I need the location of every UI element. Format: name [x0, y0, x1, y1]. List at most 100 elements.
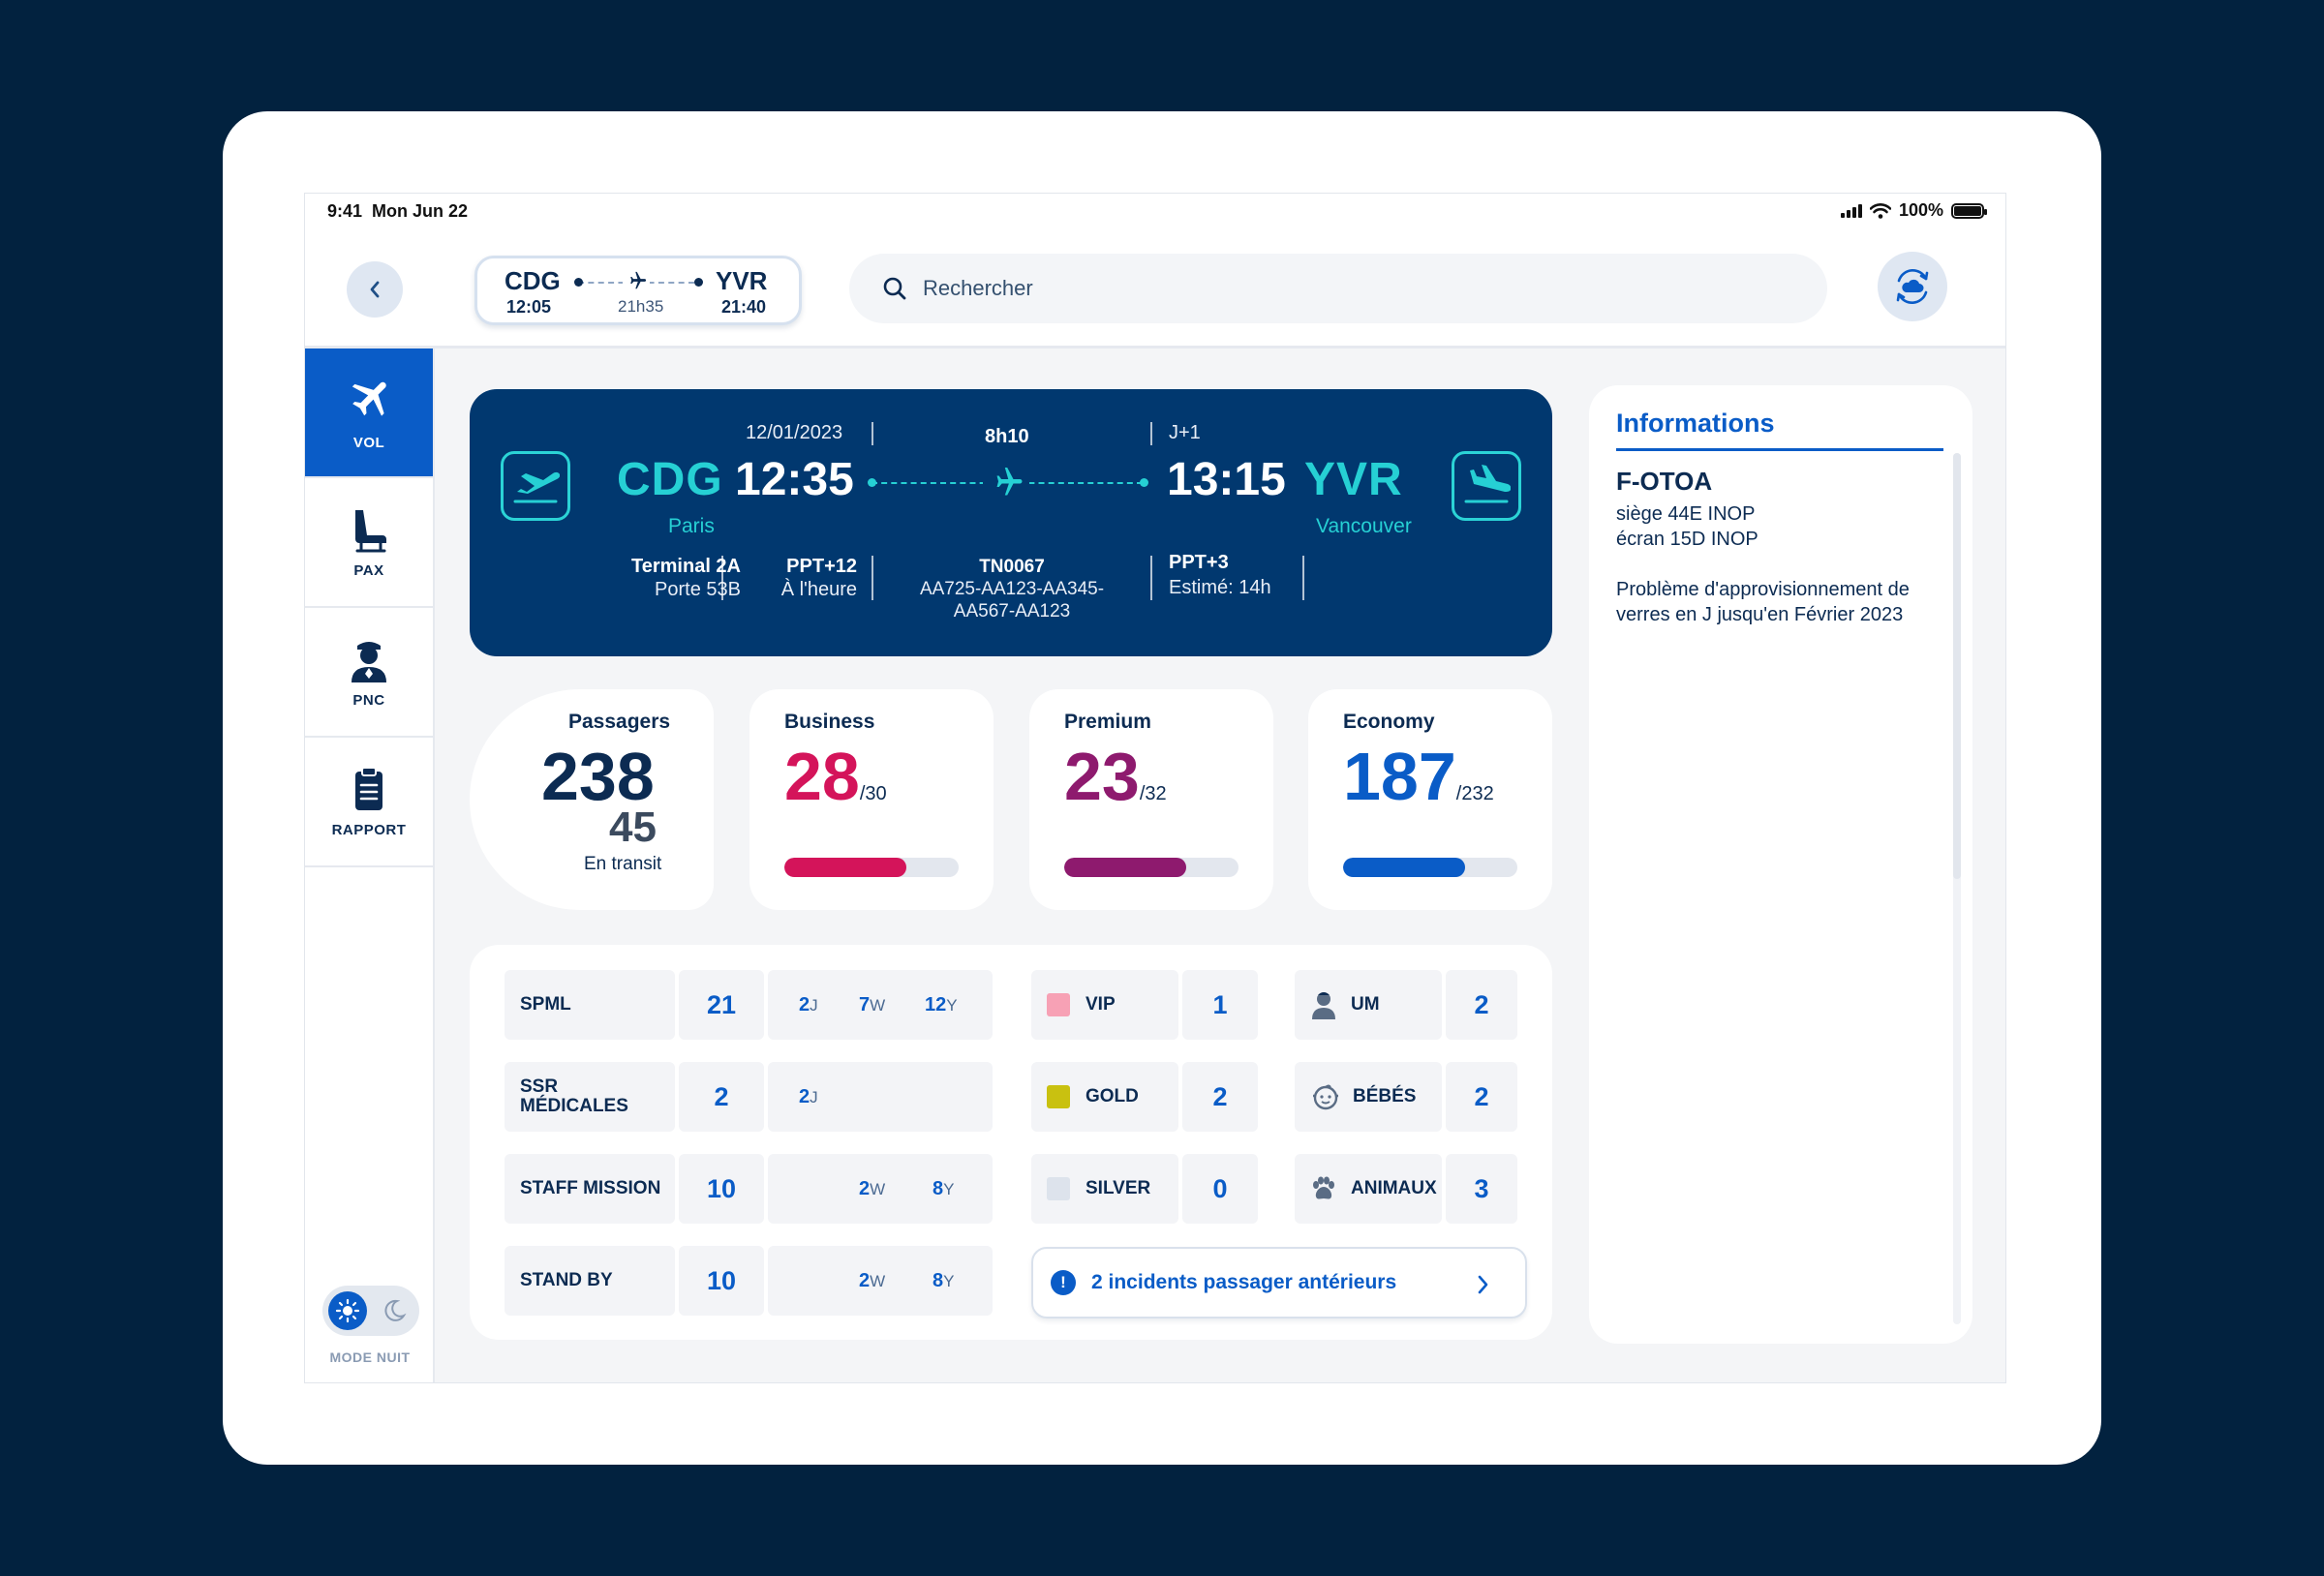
sidebar-item-rapport[interactable]: RAPPORT: [305, 738, 433, 867]
battery-level: 100%: [1898, 200, 1943, 220]
ssr-row-value[interactable]: 2: [679, 1062, 764, 1132]
departure-time: 12:35: [735, 454, 854, 505]
cabin-y: Y: [946, 995, 958, 1015]
arrival-time: 13:15: [1167, 454, 1286, 505]
sidebar-item-vol[interactable]: VOL: [305, 349, 433, 478]
arrival-city: Vancouver: [1316, 515, 1412, 537]
count-j: 2: [799, 1085, 810, 1107]
tier-label: VIP: [1086, 994, 1116, 1015]
landing-icon: [1452, 451, 1521, 521]
ssr-row-label: STAND BY: [505, 1246, 675, 1316]
info-icon: !: [1051, 1270, 1076, 1295]
ssr-row-breakdown: 2W 8Y: [768, 1246, 993, 1316]
back-button[interactable]: [347, 261, 403, 318]
gold-swatch: [1047, 1085, 1070, 1108]
sidebar-item-label: PAX: [353, 561, 384, 579]
cabin-y: Y: [943, 1271, 955, 1290]
app-screen: 9:41 Mon Jun 22 100% CDG 12:05 21h35: [304, 193, 2006, 1383]
incidents-button[interactable]: ! 2 incidents passager antérieurs: [1031, 1247, 1527, 1318]
route-dot: [574, 278, 583, 287]
premium-value: 23: [1064, 739, 1140, 814]
route-from-time: 12:05: [506, 297, 552, 317]
search-input[interactable]: [923, 276, 1697, 301]
business-card[interactable]: Business 28/30: [749, 689, 994, 910]
arrival-status: Estimé: 14h: [1169, 577, 1271, 598]
silver-swatch: [1047, 1177, 1070, 1200]
sidebar-item-label: RAPPORT: [331, 821, 407, 838]
route-from-code: CDG: [505, 266, 561, 295]
scrollbar-thumb[interactable]: [1953, 453, 1961, 879]
night-mode-toggle[interactable]: [322, 1286, 419, 1336]
sun-icon: [328, 1291, 367, 1330]
ssr-row-value[interactable]: 10: [679, 1154, 764, 1224]
economy-progress: [1343, 858, 1517, 877]
premium-label: Premium: [1064, 711, 1151, 733]
sidebar: VOL PAX PNC RAPPORT M: [305, 349, 435, 1382]
special-label: ANIMAUX: [1351, 1178, 1437, 1198]
clock: 9:41: [327, 201, 363, 221]
route-dot: [694, 278, 703, 287]
tier-value[interactable]: 2: [1182, 1062, 1258, 1132]
sidebar-item-pax[interactable]: PAX: [305, 478, 433, 608]
ssr-panel: SPML 21 2J 7W 12Y SSR MÉDICALES 2 2J STA…: [470, 945, 1552, 1340]
economy-card[interactable]: Economy 187/232: [1308, 689, 1552, 910]
flight-banner: 12/01/2023 8h10 J+1 CDG 12:35 Paris 13:1…: [470, 389, 1552, 656]
divider: [1302, 556, 1304, 600]
cloud-sync-icon: [1896, 269, 1929, 304]
ssr-label-line: SSR: [520, 1076, 559, 1097]
special-label: BÉBÉS: [1353, 1086, 1417, 1106]
tier-value[interactable]: 1: [1182, 970, 1258, 1040]
special-value[interactable]: 3: [1446, 1154, 1517, 1224]
divider: [721, 556, 723, 600]
passengers-card[interactable]: Passagers 238 45 En transit: [470, 689, 714, 910]
economy-count: 187/232: [1343, 738, 1494, 815]
departure-gate: Porte 53B: [655, 579, 741, 600]
divider: [1150, 422, 1152, 445]
chevron-left-icon: [370, 281, 380, 298]
count-w: 7: [859, 993, 871, 1015]
codeshares: AA725-AA123-AA345-: [919, 579, 1105, 599]
economy-value: 187: [1343, 739, 1456, 814]
premium-count: 23/32: [1064, 738, 1167, 815]
business-capacity: /30: [859, 783, 887, 804]
count-y: 8: [933, 1177, 944, 1199]
flight-number: TN0067: [979, 557, 1045, 577]
info-note: Problème d'approvisionnement de verres e…: [1616, 579, 1910, 625]
device-frame: 9:41 Mon Jun 22 100% CDG 12:05 21h35: [223, 111, 2101, 1465]
sync-button[interactable]: [1878, 252, 1947, 321]
tier-vip: VIP: [1031, 970, 1178, 1040]
route-summary[interactable]: CDG 12:05 21h35 YVR 21:40: [474, 256, 802, 325]
cabin-w: W: [870, 1179, 886, 1198]
aircraft-registration: F-OTOA: [1616, 467, 1713, 496]
premium-card[interactable]: Premium 23/32: [1029, 689, 1273, 910]
child-icon: [1312, 992, 1335, 1019]
ssr-row-label: SPML: [505, 970, 675, 1040]
ssr-row-value[interactable]: 10: [679, 1246, 764, 1316]
flight-date: 12/01/2023: [746, 422, 843, 443]
signal-icon: [1840, 203, 1862, 218]
business-progress-fill: [784, 858, 906, 877]
tier-value[interactable]: 0: [1182, 1154, 1258, 1224]
special-value[interactable]: 2: [1446, 1062, 1517, 1132]
special-value[interactable]: 2: [1446, 970, 1517, 1040]
ssr-row-value[interactable]: 21: [679, 970, 764, 1040]
scrollbar[interactable]: [1953, 453, 1961, 1324]
count-y: 12: [925, 993, 947, 1015]
flight-duration: 8h10: [985, 426, 1029, 447]
baby-icon: [1313, 1084, 1338, 1110]
sidebar-item-pnc[interactable]: PNC: [305, 608, 433, 738]
cabin-w: W: [870, 1271, 886, 1290]
takeoff-icon: [501, 451, 570, 521]
count-w: 2: [859, 1269, 871, 1291]
route-to-time: 21:40: [721, 297, 767, 317]
arrival-ppt: PPT+3: [1169, 552, 1229, 573]
count-w: 2: [859, 1177, 871, 1199]
info-title: Informations: [1616, 409, 1943, 451]
clipboard-icon: [355, 766, 382, 810]
divider: [872, 556, 873, 600]
special-animaux: ANIMAUX: [1295, 1154, 1442, 1224]
plane-icon: [352, 381, 386, 416]
premium-progress-fill: [1064, 858, 1186, 877]
business-progress: [784, 858, 959, 877]
search-bar[interactable]: [849, 254, 1827, 323]
